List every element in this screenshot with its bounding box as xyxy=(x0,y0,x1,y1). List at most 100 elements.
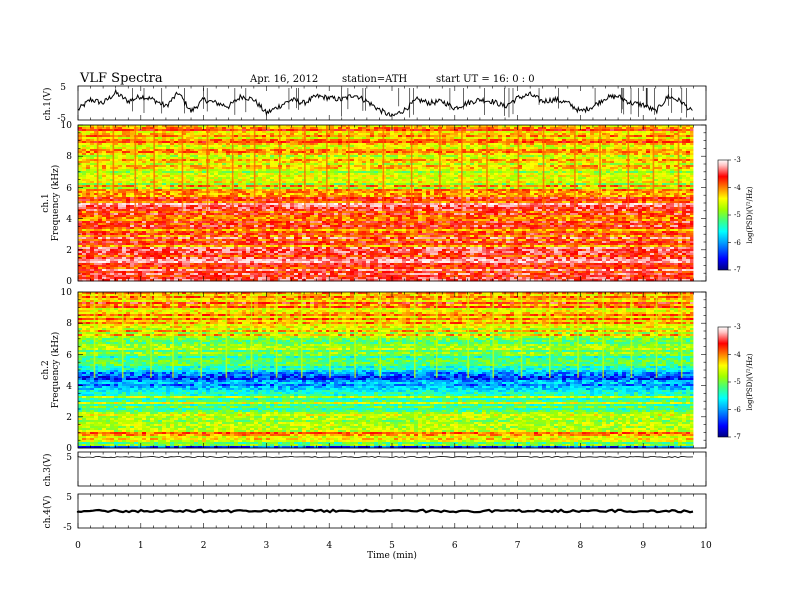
spectrogram-cell xyxy=(218,127,222,130)
spectrogram-cell xyxy=(246,187,250,190)
spectrogram-cell xyxy=(458,131,462,134)
spectrogram-cell xyxy=(646,171,650,174)
spectrogram-cell xyxy=(214,139,218,142)
spectrogram-cell xyxy=(478,165,482,168)
spectrogram-cell xyxy=(482,185,486,188)
spectrogram-cell xyxy=(678,127,682,130)
spectrogram-cell xyxy=(174,147,178,150)
spectrogram-cell xyxy=(478,187,482,190)
spectrogram-cell xyxy=(406,137,410,140)
spectrogram-cell xyxy=(422,145,426,148)
spectrogram-cell xyxy=(362,187,366,190)
spectrogram-cell xyxy=(546,127,550,130)
spectrogram-cell xyxy=(486,167,490,170)
spectrogram-cell xyxy=(302,165,306,168)
spectrogram-cell xyxy=(498,183,502,186)
spectrogram-cell xyxy=(674,177,678,180)
spectrogram-cell xyxy=(502,145,506,148)
spectrogram-cell xyxy=(290,171,294,174)
spectrogram-cell xyxy=(314,129,318,132)
spectrogram-cell xyxy=(498,165,502,168)
spectrogram-cell xyxy=(262,131,266,134)
spectrogram-cell xyxy=(370,153,374,156)
spectrogram-cell xyxy=(146,189,150,192)
spectrogram-cell xyxy=(350,161,354,164)
spectrogram-cell xyxy=(654,157,658,160)
spectrogram-cell xyxy=(114,151,118,154)
spectrogram-cell xyxy=(454,167,458,170)
spectrogram-cell xyxy=(170,143,174,146)
spectrogram-cell xyxy=(86,131,90,134)
spectrogram-cell xyxy=(122,189,126,192)
spectrogram-cell xyxy=(510,157,514,160)
spectrogram-cell xyxy=(286,141,290,144)
spectrogram-cell xyxy=(174,171,178,174)
spectrogram-cell xyxy=(606,153,610,156)
spectrogram-cell xyxy=(470,151,474,154)
spectrogram-cell xyxy=(254,145,258,148)
spectrogram-cell xyxy=(242,185,246,188)
spectrogram-cell xyxy=(386,161,390,164)
spectrogram-cell xyxy=(594,147,598,150)
spectrogram-cell xyxy=(234,165,238,168)
figure-title: VLF Spectra xyxy=(79,71,163,86)
spectrogram-cell xyxy=(582,171,586,174)
spectrogram-cell xyxy=(614,185,618,188)
spectrogram-cell xyxy=(102,141,106,144)
spectrogram-cell xyxy=(566,139,570,142)
spectrogram-cell xyxy=(214,131,218,134)
spectrogram-cell xyxy=(654,153,658,156)
spectrogram-cell xyxy=(102,165,106,168)
spectrogram-cell xyxy=(238,183,242,186)
spectrogram-cell xyxy=(198,143,202,146)
spectrogram-cell xyxy=(450,153,454,156)
spectrogram-cell xyxy=(582,173,586,176)
spectrogram-cell xyxy=(526,169,530,172)
spectrogram-cell xyxy=(94,131,98,134)
spectrogram-cell xyxy=(126,131,130,134)
spectrogram-cell xyxy=(662,139,666,142)
spectrogram-cell xyxy=(346,149,350,152)
spectrogram-cell xyxy=(130,149,134,152)
spectrogram-cell xyxy=(98,187,102,190)
spectrogram-cell xyxy=(422,185,426,188)
spectrogram-cell xyxy=(374,159,378,162)
spectrogram-cell xyxy=(294,137,298,140)
spectrogram-cell xyxy=(306,157,310,160)
spectrogram-cell xyxy=(150,159,154,162)
spectrogram-cell xyxy=(270,187,274,190)
spectrogram-cell xyxy=(146,155,150,158)
spectrogram-cell xyxy=(458,141,462,144)
spectrogram-cell xyxy=(646,139,650,142)
spectrogram-cell xyxy=(494,133,498,136)
spectrogram-cell xyxy=(106,155,110,158)
spectrogram-cell xyxy=(486,155,490,158)
spectrogram-cell xyxy=(78,187,82,190)
spectrogram-cell xyxy=(530,155,534,158)
spectrogram-cell xyxy=(242,151,246,154)
spectrogram-cell xyxy=(250,157,254,160)
spectrogram-cell xyxy=(262,185,266,188)
spectrogram-cell xyxy=(114,129,118,132)
spectrogram-cell xyxy=(314,137,318,140)
spectrogram-cell xyxy=(202,179,206,182)
spectrogram-cell xyxy=(466,167,470,170)
spectrogram-cell xyxy=(262,135,266,138)
spectrogram-cell xyxy=(334,141,338,144)
spectrogram-cell xyxy=(442,159,446,162)
spectrogram-cell xyxy=(494,143,498,146)
spectrogram-cell xyxy=(674,125,678,128)
spectrogram-cell xyxy=(646,187,650,190)
spectrogram-cell xyxy=(198,167,202,170)
spectrogram-cell xyxy=(274,175,278,178)
spectrogram-cell xyxy=(154,135,158,138)
spectrogram-cell xyxy=(642,161,646,164)
spectrogram-cell xyxy=(630,169,634,172)
spectrogram-cell xyxy=(370,177,374,180)
spectrogram-cell xyxy=(318,173,322,176)
spectrogram-cell xyxy=(258,141,262,144)
spectrogram-cell xyxy=(374,173,378,176)
spectrogram-cell xyxy=(666,161,670,164)
spectrogram-cell xyxy=(442,187,446,190)
spectrogram-cell xyxy=(274,137,278,140)
